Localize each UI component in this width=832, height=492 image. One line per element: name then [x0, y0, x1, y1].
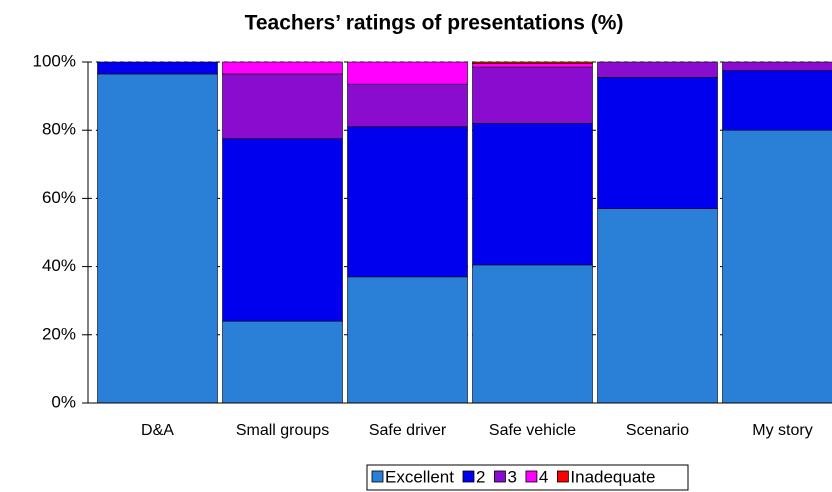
legend-label: 3	[507, 467, 516, 486]
bar-segment	[597, 208, 718, 404]
y-tick-label: 100%	[33, 51, 76, 70]
x-tick-label: Safe vehicle	[489, 422, 576, 439]
bar-segment	[97, 73, 218, 404]
legend-swatch	[494, 470, 506, 483]
bar-segment	[722, 61, 832, 71]
y-tick-label: 20%	[42, 324, 76, 343]
bar-segment	[597, 61, 718, 78]
bar-segment	[722, 129, 832, 404]
y-tick-label: 60%	[42, 188, 76, 207]
bar-segment	[222, 138, 343, 322]
bar-segment	[722, 70, 832, 131]
y-tick-label: 40%	[42, 256, 76, 275]
bar-segment	[347, 276, 468, 404]
legend-swatch	[371, 470, 384, 483]
chart-title: Teachers’ ratings of presentations (%)	[245, 12, 624, 35]
x-tick-label: D&A	[141, 422, 174, 439]
bar-segment	[472, 66, 593, 124]
legend-items: Excellent 2 3 4 Inadequate	[371, 467, 655, 486]
bar-segment	[472, 63, 593, 68]
y-tick-label: 80%	[42, 120, 76, 139]
y-tick-label: 0%	[51, 392, 76, 411]
bar-segment	[347, 83, 468, 128]
bar-segment	[472, 123, 593, 266]
legend-label: 2	[476, 467, 485, 486]
bar-segment	[472, 264, 593, 404]
bar-segment	[222, 73, 343, 140]
bar-segment	[97, 61, 218, 75]
legend-label: 4	[539, 467, 548, 486]
legend-label: Excellent	[385, 467, 454, 486]
x-tick-label: Small groups	[236, 422, 329, 439]
bars	[97, 61, 832, 404]
x-tick-label: Safe driver	[369, 422, 447, 439]
x-tick-label: My story	[752, 422, 812, 439]
bar-segment	[597, 77, 718, 209]
x-tick-label: Scenario	[626, 422, 689, 439]
legend-label: Inadequate	[570, 467, 655, 486]
legend-swatch	[462, 470, 475, 483]
bar-segment	[347, 126, 468, 278]
bar-segment	[472, 61, 593, 65]
legend-swatch	[525, 470, 538, 483]
bar-segment	[347, 61, 468, 85]
legend-swatch	[556, 470, 569, 483]
bar-segment	[222, 61, 343, 75]
bar-segment	[222, 320, 343, 404]
